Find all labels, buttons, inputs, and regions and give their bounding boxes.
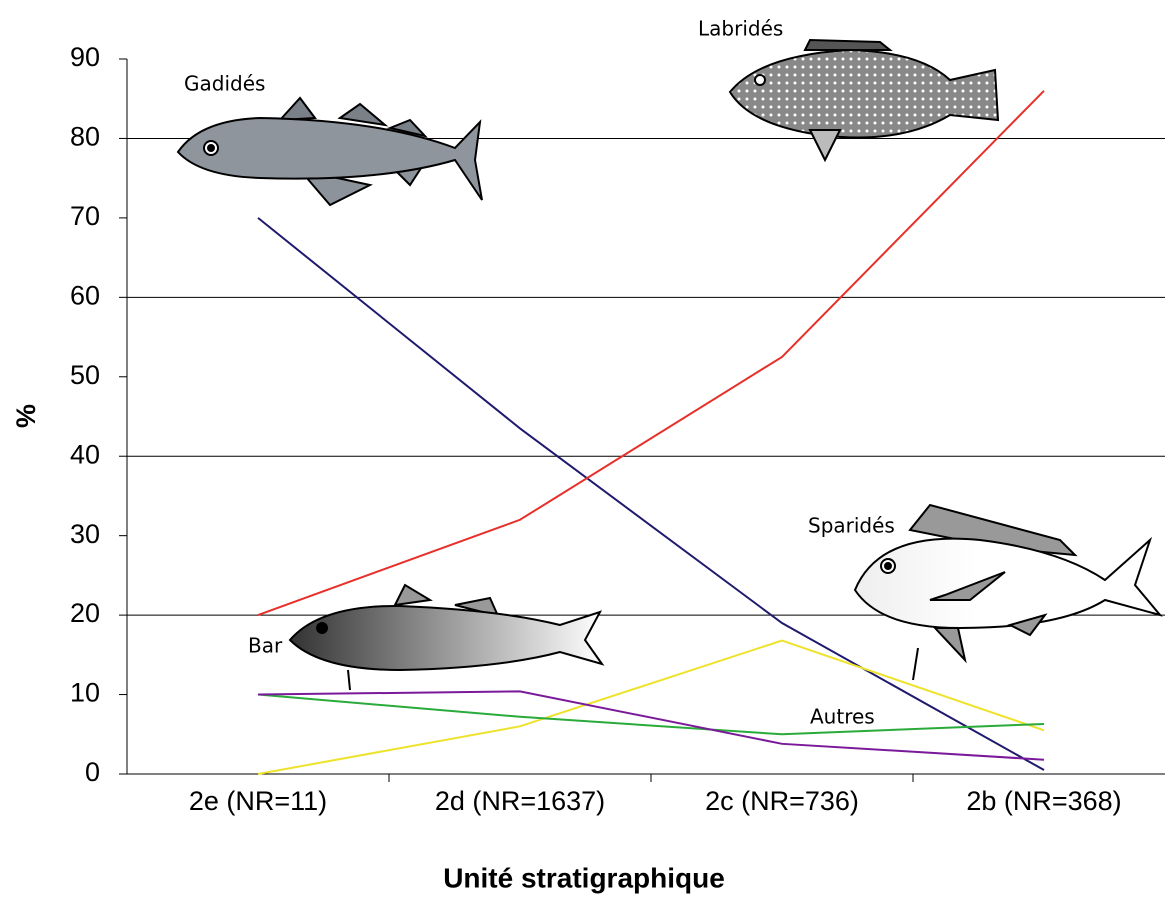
x-tick-label: 2e (NR=11)	[189, 786, 327, 816]
series-label: Autres	[810, 705, 875, 729]
series-label: Bar	[248, 634, 283, 658]
y-tick-label: 60	[70, 280, 100, 310]
series-label: Gadidés	[184, 72, 265, 96]
x-tick-label: 2d (NR=1637)	[435, 786, 605, 816]
fish-gadides	[176, 96, 483, 207]
y-tick-label: 0	[85, 757, 100, 787]
y-tick-label: 80	[70, 122, 100, 152]
series-line	[257, 693, 1045, 736]
y-tick-label: 40	[70, 439, 100, 469]
lines	[257, 90, 1045, 775]
leader-line	[347, 669, 351, 691]
series-line	[257, 690, 1045, 761]
series-line	[257, 639, 1045, 775]
series-label: Labridés	[698, 17, 783, 41]
y-tick-label: 20	[70, 598, 100, 628]
x-tick-label: 2b (NR=368)	[966, 786, 1121, 816]
series-line	[257, 217, 1045, 771]
y-tick-label: 30	[70, 519, 100, 549]
y-tick-label: 50	[70, 360, 100, 390]
x-tick-label: 2c (NR=736)	[705, 786, 859, 816]
y-axis-title: %	[11, 404, 41, 428]
series-line	[257, 90, 1045, 617]
leader-line	[912, 647, 919, 681]
y-tick-label: 10	[70, 678, 100, 708]
fish-bar	[288, 583, 605, 672]
x-axis-title: Unité stratigraphique	[443, 862, 725, 893]
series-label: Sparidés	[808, 514, 895, 538]
fish-sparides	[853, 503, 1163, 664]
fish-labrides	[728, 38, 1000, 163]
y-tick-label: 90	[70, 42, 100, 72]
y-tick-label: 70	[70, 201, 100, 231]
labels: Gadidés Labridés Sparidés Autres Bar	[184, 17, 895, 729]
